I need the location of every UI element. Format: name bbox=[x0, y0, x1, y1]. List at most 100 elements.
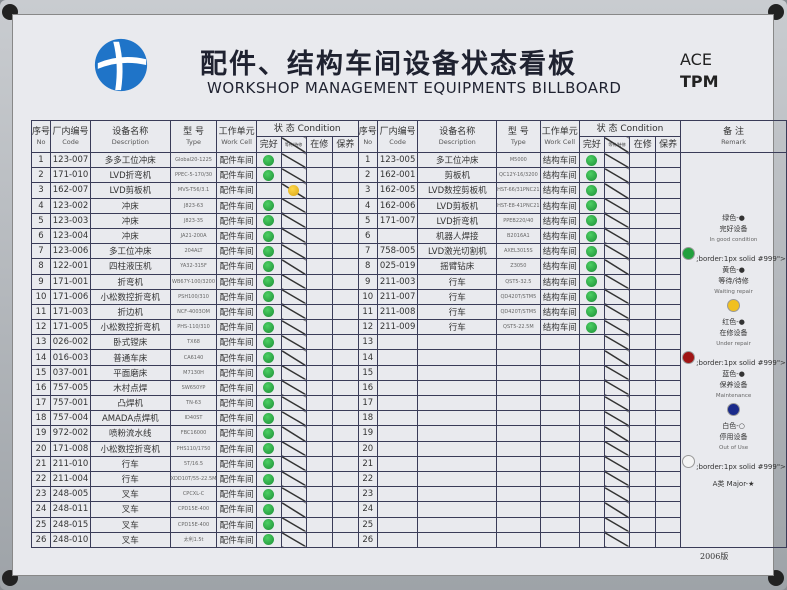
green-status-magnet-icon[interactable] bbox=[586, 200, 598, 212]
table-row: 11 171-003 折边机 NCF-4003OM 配件车间 11 211-00… bbox=[30, 303, 787, 321]
green-status-magnet-icon[interactable] bbox=[263, 169, 275, 181]
spare-magnet-icon[interactable] bbox=[682, 351, 696, 364]
cell-maintenance bbox=[332, 243, 359, 260]
green-status-magnet-icon[interactable] bbox=[263, 488, 275, 500]
cell-type: SW650YP bbox=[169, 379, 218, 397]
green-status-magnet-icon[interactable] bbox=[263, 336, 275, 348]
cell-description: LVD剪板机 bbox=[417, 197, 498, 214]
cell-repair bbox=[629, 334, 657, 351]
cell-work-cell: 配件车间 bbox=[216, 288, 257, 305]
cell-good bbox=[578, 243, 605, 260]
spare-magnet-icon[interactable] bbox=[682, 455, 696, 468]
cell-maintenance bbox=[332, 303, 359, 321]
cell-repair bbox=[305, 516, 334, 533]
green-status-magnet-icon[interactable] bbox=[263, 215, 275, 227]
cell-type: J823-35 bbox=[169, 212, 218, 229]
cell-maintenance bbox=[332, 470, 359, 488]
cell-good bbox=[255, 486, 282, 503]
green-status-magnet-icon[interactable] bbox=[263, 412, 275, 424]
green-status-magnet-icon[interactable] bbox=[586, 215, 598, 227]
cell-code: 757-001 bbox=[50, 394, 92, 412]
cell-maintenance bbox=[332, 394, 359, 412]
green-status-magnet-icon[interactable] bbox=[263, 352, 275, 364]
legend-item: 白色-○ 停用设备 Out of Use ;border:1px solid #999… bbox=[682, 421, 786, 473]
cell-code: 037-001 bbox=[50, 364, 92, 381]
cell-work-cell bbox=[539, 440, 580, 457]
green-status-magnet-icon[interactable] bbox=[263, 245, 275, 257]
cell-work-cell bbox=[539, 394, 580, 412]
header-no: 序号 No bbox=[30, 120, 52, 153]
cell-good bbox=[578, 470, 605, 488]
cell-maintenance bbox=[332, 425, 359, 442]
green-status-magnet-icon[interactable] bbox=[586, 291, 598, 303]
green-status-magnet-icon[interactable] bbox=[263, 306, 275, 318]
green-status-magnet-icon[interactable] bbox=[586, 321, 598, 333]
cell-type: 太利1.5t bbox=[169, 531, 218, 548]
green-status-magnet-icon[interactable] bbox=[586, 154, 598, 166]
green-status-magnet-icon[interactable] bbox=[586, 184, 598, 196]
green-status-magnet-icon[interactable] bbox=[263, 382, 275, 394]
table-row: 18 757-004 AMADA点焊机 ID40ST 配件车间 18 bbox=[30, 410, 787, 427]
green-status-magnet-icon[interactable] bbox=[263, 291, 275, 303]
green-status-magnet-icon[interactable] bbox=[263, 503, 275, 515]
cell-good bbox=[578, 501, 605, 518]
green-status-magnet-icon[interactable] bbox=[263, 473, 275, 485]
green-status-magnet-icon[interactable] bbox=[586, 245, 598, 257]
cell-no: 21 bbox=[30, 455, 52, 472]
green-status-magnet-icon[interactable] bbox=[263, 397, 275, 409]
green-status-magnet-icon[interactable] bbox=[263, 276, 275, 288]
cell-maintenance bbox=[332, 288, 359, 305]
green-status-magnet-icon[interactable] bbox=[263, 200, 275, 212]
green-status-magnet-icon[interactable] bbox=[586, 260, 598, 272]
green-status-magnet-icon[interactable] bbox=[263, 154, 275, 166]
cell-maintenance bbox=[332, 516, 359, 533]
cell-description: 卧式镗床 bbox=[90, 334, 171, 351]
green-status-magnet-icon[interactable] bbox=[263, 230, 275, 242]
green-status-magnet-icon[interactable] bbox=[263, 519, 275, 531]
cell-repair bbox=[305, 288, 334, 305]
cell-waiting bbox=[280, 486, 307, 503]
spare-magnet-icon[interactable] bbox=[682, 247, 696, 260]
cell-type: ID40ST bbox=[169, 410, 218, 427]
spare-magnet-icon[interactable] bbox=[727, 299, 741, 312]
yellow-status-magnet-icon[interactable] bbox=[288, 184, 300, 196]
green-status-magnet-icon[interactable] bbox=[263, 534, 275, 546]
green-status-magnet-icon[interactable] bbox=[586, 169, 598, 181]
green-status-magnet-icon[interactable] bbox=[263, 260, 275, 272]
cell-code: 757-004 bbox=[50, 410, 92, 427]
cell-maintenance bbox=[655, 182, 682, 199]
green-status-magnet-icon[interactable] bbox=[263, 458, 275, 470]
cell-good bbox=[578, 440, 605, 457]
cell-description: 多多工位冲床 bbox=[90, 151, 171, 169]
cell-no: 7 bbox=[357, 243, 378, 260]
cell-type: YA32-315F bbox=[169, 258, 218, 275]
cell-repair bbox=[305, 470, 334, 488]
cell-good bbox=[255, 379, 282, 397]
cell-work-cell bbox=[539, 501, 580, 518]
header-good: 完好 bbox=[255, 136, 282, 153]
cell-good bbox=[578, 364, 605, 381]
cell-type: WB67Y-100/3200 bbox=[169, 273, 218, 290]
spare-magnet-icon[interactable] bbox=[727, 403, 741, 416]
green-status-magnet-icon[interactable] bbox=[586, 230, 598, 242]
green-status-magnet-icon[interactable] bbox=[586, 276, 598, 288]
cell-work-cell: 配件车间 bbox=[216, 182, 257, 199]
cell-no: 24 bbox=[357, 501, 378, 518]
green-status-magnet-icon[interactable] bbox=[263, 367, 275, 379]
cell-description: 行车 bbox=[417, 303, 498, 321]
legend-item: 绿色-● 完好设备 In good condition ;border:1px sol… bbox=[682, 213, 786, 265]
green-status-magnet-icon[interactable] bbox=[263, 427, 275, 439]
green-status-magnet-icon[interactable] bbox=[586, 306, 598, 318]
header-description: 设备名称 Description bbox=[90, 120, 171, 153]
cell-maintenance bbox=[655, 334, 682, 351]
cell-description: 行车 bbox=[90, 455, 171, 472]
green-status-magnet-icon[interactable] bbox=[263, 443, 275, 455]
green-status-magnet-icon[interactable] bbox=[263, 321, 275, 333]
cell-maintenance bbox=[332, 227, 359, 245]
cell-repair bbox=[305, 319, 334, 336]
cell-type: M5000 bbox=[496, 151, 541, 169]
table-row: 9 171-001 折弯机 WB67Y-100/3200 配件车间 9 211-… bbox=[30, 273, 787, 290]
cell-code bbox=[376, 425, 419, 442]
cell-description: 行车 bbox=[90, 470, 171, 488]
cell-code: 123-005 bbox=[376, 151, 419, 169]
